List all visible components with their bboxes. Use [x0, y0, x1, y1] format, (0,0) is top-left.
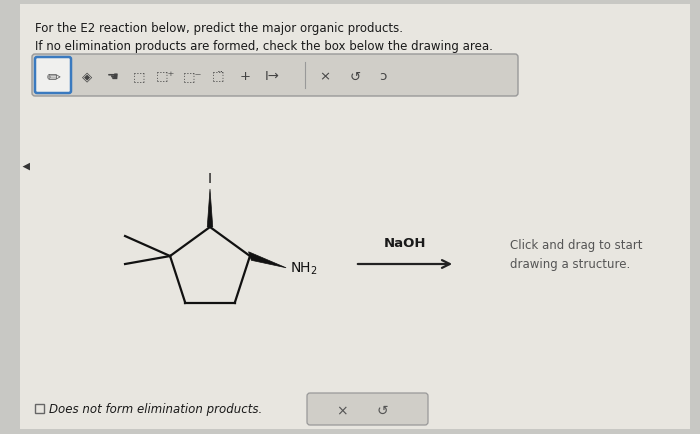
FancyBboxPatch shape [32, 55, 518, 97]
Text: NaOH: NaOH [384, 237, 426, 250]
Text: ✏: ✏ [46, 68, 60, 86]
FancyBboxPatch shape [307, 393, 428, 425]
Text: ↺: ↺ [376, 403, 388, 417]
Text: ☚: ☚ [107, 70, 119, 83]
Text: ↺: ↺ [349, 70, 360, 83]
Text: ⬚⁺: ⬚⁺ [155, 70, 175, 83]
Text: ×: × [336, 403, 348, 417]
Text: I: I [208, 171, 212, 186]
Text: For the E2 reaction below, predict the major organic products.: For the E2 reaction below, predict the m… [35, 22, 403, 35]
Text: ⬚: ⬚ [133, 70, 146, 83]
Text: ⬚̈: ⬚̈ [211, 70, 224, 83]
Text: If no elimination products are formed, check the box below the drawing area.: If no elimination products are formed, c… [35, 40, 493, 53]
Text: I→: I→ [265, 70, 279, 83]
Text: Click and drag to start
drawing a structure.: Click and drag to start drawing a struct… [510, 238, 643, 270]
Polygon shape [248, 252, 286, 268]
Text: +: + [239, 70, 251, 83]
Text: ◈: ◈ [82, 70, 92, 83]
Text: Does not form elimination products.: Does not form elimination products. [49, 402, 262, 415]
FancyBboxPatch shape [35, 58, 71, 94]
Text: ⬚⁻: ⬚⁻ [182, 70, 202, 83]
Text: NH$_2$: NH$_2$ [290, 260, 318, 276]
Bar [35, 404, 44, 413]
Text: ↄ: ↄ [379, 70, 386, 83]
Text: ×: × [319, 70, 330, 83]
Polygon shape [207, 190, 213, 227]
Text: ▶: ▶ [22, 160, 29, 170]
